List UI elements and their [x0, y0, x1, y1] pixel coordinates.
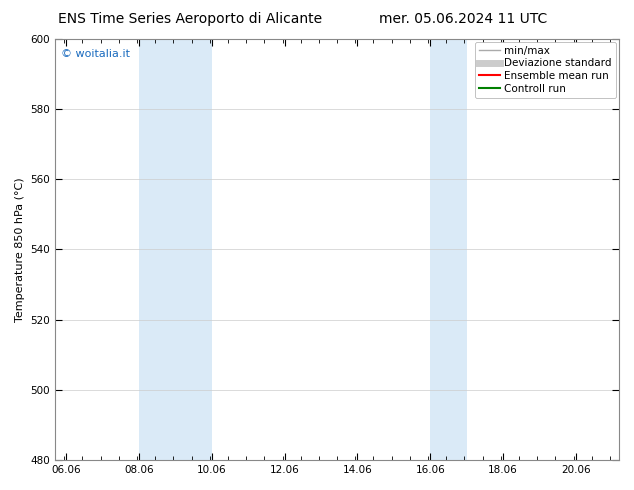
Text: ENS Time Series Aeroporto di Alicante: ENS Time Series Aeroporto di Alicante — [58, 12, 322, 26]
Y-axis label: Temperature 850 hPa (°C): Temperature 850 hPa (°C) — [15, 177, 25, 321]
Legend: min/max, Deviazione standard, Ensemble mean run, Controll run: min/max, Deviazione standard, Ensemble m… — [475, 42, 616, 98]
Text: © woitalia.it: © woitalia.it — [61, 49, 130, 59]
Bar — [430, 39, 467, 460]
Bar — [139, 39, 212, 460]
Text: mer. 05.06.2024 11 UTC: mer. 05.06.2024 11 UTC — [378, 12, 547, 26]
